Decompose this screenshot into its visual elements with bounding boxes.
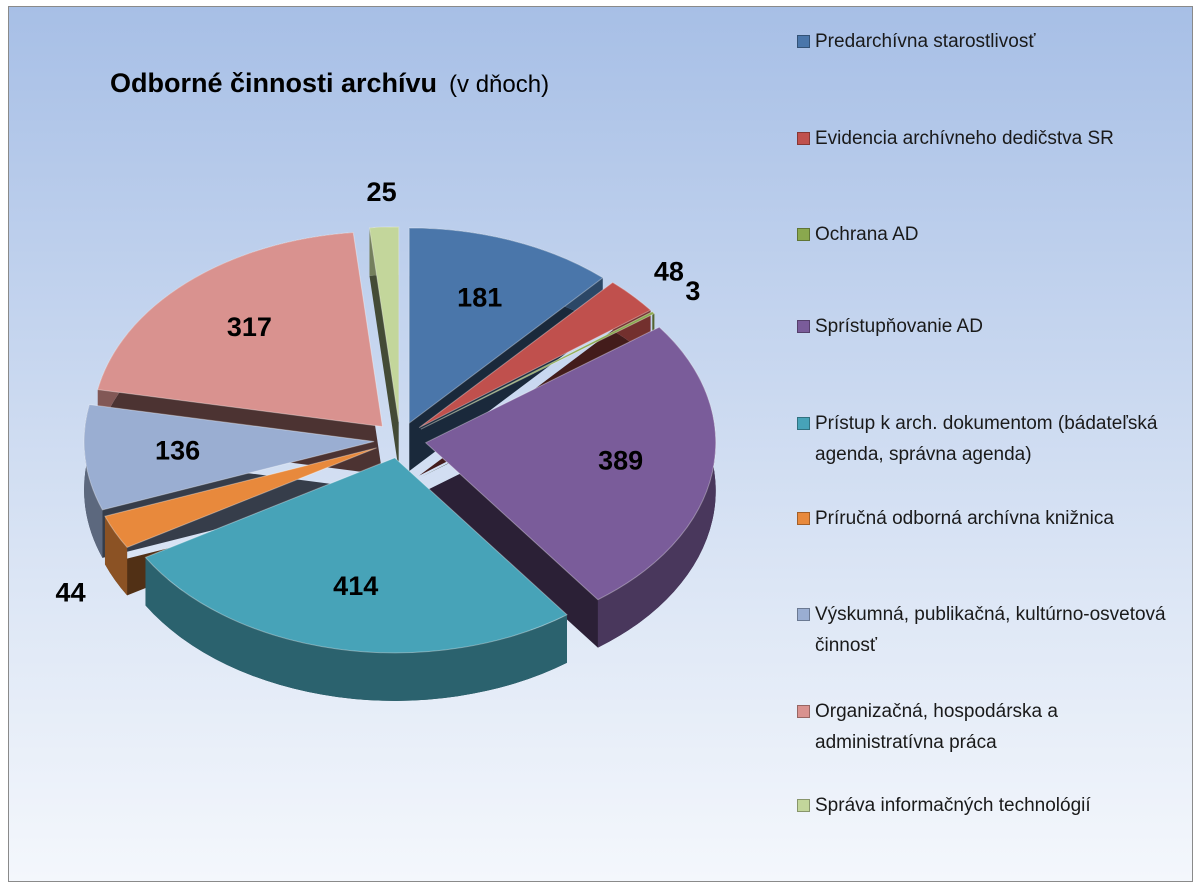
slice-side xyxy=(597,327,716,648)
legend-swatch xyxy=(797,417,810,430)
legend-label: Príručná odborná archívna knižnica xyxy=(815,508,1114,529)
title-block: Odborné činnosti archívu (v dňoch) xyxy=(110,68,549,99)
legend-swatch xyxy=(797,228,810,241)
data-label: 181 xyxy=(457,282,502,312)
legend-label: Organizačná, hospodárska a administratív… xyxy=(815,701,1058,753)
legend-swatch xyxy=(797,35,810,48)
slice xyxy=(424,326,717,601)
legend-item: Výskumná, publikačná, kultúrno-osvetová … xyxy=(797,599,1192,661)
slice xyxy=(83,404,375,511)
legend-item: Príručná odborná archívna knižnica xyxy=(797,503,1192,534)
legend-item: Evidencia archívneho dedičstva SR xyxy=(797,123,1192,154)
legend-swatch xyxy=(797,705,810,718)
legend-label: Správa informačných technológií xyxy=(815,795,1091,816)
legend-item: Sprístupňovanie AD xyxy=(797,311,1192,342)
slice xyxy=(418,281,652,429)
data-label: 136 xyxy=(155,436,200,466)
legend-swatch xyxy=(797,132,810,145)
slice xyxy=(420,311,656,430)
slice xyxy=(104,447,377,548)
data-label: 414 xyxy=(333,571,378,601)
pie-chart: 181 483 389 414 44 136 317 25 xyxy=(56,177,717,701)
data-label: 317 xyxy=(227,312,272,342)
data-label: 389 xyxy=(598,446,643,476)
legend-label: Predarchívna starostlivosť xyxy=(815,31,1036,52)
legend-label: Výskumná, publikačná, kultúrno-osvetová … xyxy=(815,604,1166,656)
data-label: 48 xyxy=(654,256,684,286)
slice xyxy=(97,232,384,428)
legend-item: Predarchívna starostlivosť xyxy=(797,26,1192,57)
legend-swatch xyxy=(797,799,810,812)
legend-swatch xyxy=(797,320,810,333)
legend-label: Prístup k arch. dokumentom (bádateľská a… xyxy=(815,413,1158,465)
legend-swatch xyxy=(797,608,810,621)
chart-subtitle: (v dňoch) xyxy=(449,71,550,98)
legend-label: Ochrana AD xyxy=(815,224,919,245)
slice-side xyxy=(104,516,128,596)
slice xyxy=(368,226,400,422)
legend-item: Ochrana AD xyxy=(797,219,1192,250)
legend-item: Správa informačných technológií xyxy=(797,790,1192,821)
legend-swatch xyxy=(797,512,810,525)
slice xyxy=(144,457,568,654)
legend-item: Prístup k arch. dokumentom (bádateľská a… xyxy=(797,408,1192,470)
legend-label: Sprístupňovanie AD xyxy=(815,316,983,337)
data-label: 3 xyxy=(685,276,700,306)
data-label: 25 xyxy=(367,177,397,207)
legend-item: Organizačná, hospodárska a administratív… xyxy=(797,696,1192,758)
slice xyxy=(408,227,604,425)
chart-title: Odborné činnosti archívu xyxy=(110,68,438,98)
data-label: 44 xyxy=(56,578,86,608)
slice-side xyxy=(145,557,567,701)
legend-label: Evidencia archívneho dedičstva SR xyxy=(815,128,1114,149)
